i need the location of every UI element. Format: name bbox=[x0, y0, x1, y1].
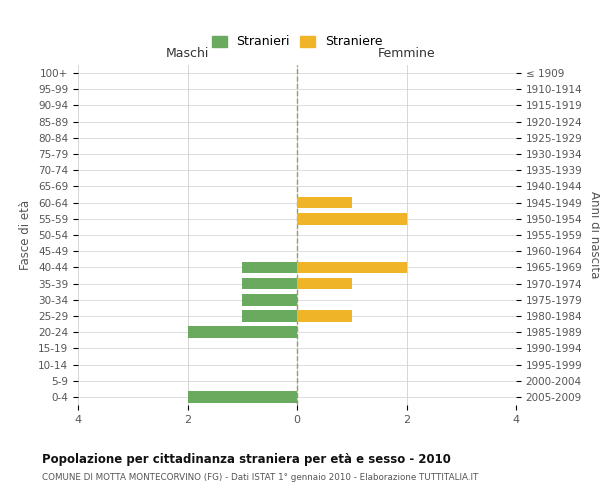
Bar bbox=[242, 310, 297, 322]
Bar bbox=[297, 197, 352, 208]
Bar bbox=[242, 278, 297, 289]
Text: Maschi: Maschi bbox=[166, 47, 209, 60]
Legend: Stranieri, Straniere: Stranieri, Straniere bbox=[206, 30, 388, 54]
Y-axis label: Anni di nascita: Anni di nascita bbox=[588, 192, 600, 278]
Bar bbox=[297, 213, 407, 224]
Text: Femmine: Femmine bbox=[377, 47, 436, 60]
Bar bbox=[297, 278, 352, 289]
Bar bbox=[297, 262, 407, 273]
Bar bbox=[187, 391, 297, 402]
Text: COMUNE DI MOTTA MONTECORVINO (FG) - Dati ISTAT 1° gennaio 2010 - Elaborazione TU: COMUNE DI MOTTA MONTECORVINO (FG) - Dati… bbox=[42, 472, 478, 482]
Bar bbox=[242, 262, 297, 273]
Bar bbox=[297, 310, 352, 322]
Bar bbox=[187, 326, 297, 338]
Bar bbox=[242, 294, 297, 306]
Text: Popolazione per cittadinanza straniera per età e sesso - 2010: Popolazione per cittadinanza straniera p… bbox=[42, 452, 451, 466]
Y-axis label: Fasce di età: Fasce di età bbox=[19, 200, 32, 270]
